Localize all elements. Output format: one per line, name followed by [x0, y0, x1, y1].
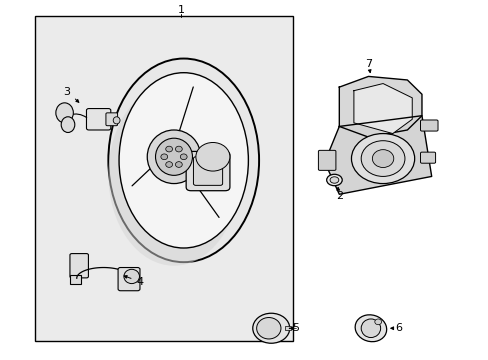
Polygon shape [353, 84, 411, 134]
Ellipse shape [165, 146, 172, 152]
Bar [70, 275, 81, 284]
Polygon shape [324, 116, 431, 194]
Ellipse shape [175, 146, 182, 152]
Ellipse shape [374, 319, 381, 325]
Ellipse shape [196, 143, 229, 171]
Bar [35, 16, 292, 341]
Ellipse shape [119, 73, 248, 248]
FancyBboxPatch shape [420, 120, 437, 131]
Ellipse shape [61, 117, 75, 132]
Text: 4: 4 [136, 277, 143, 287]
Text: 5: 5 [291, 323, 299, 333]
Ellipse shape [108, 84, 239, 266]
Text: 2: 2 [335, 191, 342, 201]
FancyBboxPatch shape [86, 109, 111, 130]
FancyBboxPatch shape [70, 253, 88, 278]
Ellipse shape [180, 154, 187, 159]
Ellipse shape [108, 59, 259, 262]
FancyBboxPatch shape [106, 113, 117, 126]
Ellipse shape [361, 319, 380, 338]
Ellipse shape [165, 162, 172, 167]
Ellipse shape [372, 150, 393, 167]
FancyBboxPatch shape [118, 267, 140, 291]
Ellipse shape [326, 174, 342, 186]
Ellipse shape [155, 138, 192, 175]
Ellipse shape [354, 315, 386, 342]
Ellipse shape [256, 318, 281, 339]
Ellipse shape [252, 313, 289, 343]
Ellipse shape [361, 141, 404, 176]
Ellipse shape [56, 103, 73, 123]
Ellipse shape [123, 269, 139, 284]
Ellipse shape [175, 162, 182, 167]
Ellipse shape [329, 177, 338, 183]
FancyBboxPatch shape [318, 150, 335, 170]
FancyBboxPatch shape [186, 152, 229, 191]
FancyBboxPatch shape [193, 157, 222, 185]
Ellipse shape [113, 117, 120, 124]
Ellipse shape [351, 134, 414, 184]
FancyBboxPatch shape [420, 152, 435, 163]
Bar [285, 326, 290, 330]
Ellipse shape [147, 130, 201, 184]
Ellipse shape [161, 154, 167, 159]
Text: 7: 7 [364, 59, 371, 69]
Text: 3: 3 [63, 87, 70, 98]
Text: 6: 6 [395, 323, 402, 333]
Polygon shape [339, 76, 421, 137]
Text: 1: 1 [178, 5, 184, 15]
